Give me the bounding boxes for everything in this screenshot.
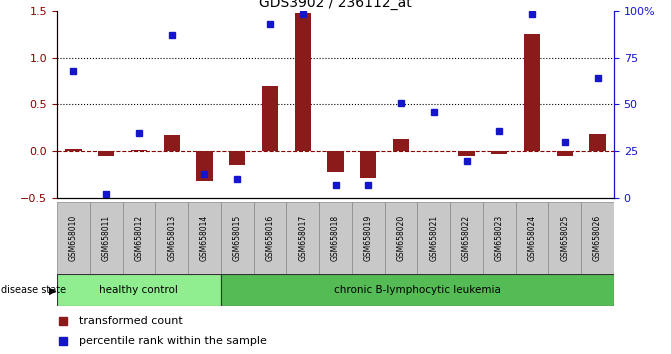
Text: chronic B-lymphocytic leukemia: chronic B-lymphocytic leukemia bbox=[334, 285, 501, 295]
Bar bbox=[123, 202, 155, 276]
Bar bbox=[155, 202, 188, 276]
Text: transformed count: transformed count bbox=[79, 316, 183, 326]
Text: GSM658025: GSM658025 bbox=[560, 214, 569, 261]
Text: GSM658015: GSM658015 bbox=[233, 214, 242, 261]
Text: GSM658024: GSM658024 bbox=[527, 214, 537, 261]
Bar bbox=[384, 202, 417, 276]
Text: GSM658014: GSM658014 bbox=[200, 214, 209, 261]
Bar bbox=[589, 135, 606, 152]
Bar bbox=[65, 149, 82, 152]
Bar bbox=[98, 152, 114, 156]
Bar bbox=[221, 202, 254, 276]
Bar bbox=[57, 274, 221, 306]
Bar bbox=[548, 202, 581, 276]
Bar bbox=[483, 202, 516, 276]
Bar bbox=[197, 152, 213, 181]
Bar bbox=[221, 274, 614, 306]
Text: GSM658016: GSM658016 bbox=[266, 214, 274, 261]
Text: GSM658022: GSM658022 bbox=[462, 215, 471, 261]
Text: percentile rank within the sample: percentile rank within the sample bbox=[79, 336, 267, 346]
Title: GDS3902 / 236112_at: GDS3902 / 236112_at bbox=[259, 0, 412, 10]
Bar bbox=[295, 13, 311, 152]
Text: GSM658013: GSM658013 bbox=[167, 214, 176, 261]
Text: GSM658026: GSM658026 bbox=[593, 214, 602, 261]
Text: GSM658019: GSM658019 bbox=[364, 214, 373, 261]
Text: GSM658017: GSM658017 bbox=[298, 214, 307, 261]
Bar bbox=[491, 152, 507, 154]
Text: healthy control: healthy control bbox=[99, 285, 178, 295]
Bar bbox=[262, 86, 278, 152]
Text: GSM658018: GSM658018 bbox=[331, 215, 340, 261]
Bar bbox=[188, 202, 221, 276]
Bar bbox=[254, 202, 287, 276]
Text: GSM658021: GSM658021 bbox=[429, 215, 438, 261]
Text: ▶: ▶ bbox=[49, 285, 56, 295]
Bar bbox=[90, 202, 123, 276]
Bar bbox=[393, 139, 409, 152]
Bar bbox=[327, 152, 344, 172]
Text: GSM658023: GSM658023 bbox=[495, 214, 504, 261]
Bar bbox=[417, 202, 450, 276]
Bar bbox=[229, 152, 246, 165]
Text: GSM658010: GSM658010 bbox=[69, 214, 78, 261]
Bar bbox=[164, 135, 180, 152]
Bar bbox=[516, 202, 548, 276]
Bar bbox=[450, 202, 483, 276]
Bar bbox=[581, 202, 614, 276]
Bar bbox=[360, 152, 376, 178]
Bar bbox=[131, 150, 147, 152]
Text: GSM658012: GSM658012 bbox=[134, 215, 144, 261]
Bar bbox=[57, 202, 90, 276]
Bar bbox=[458, 152, 475, 156]
Bar bbox=[557, 152, 573, 156]
Text: GSM658020: GSM658020 bbox=[397, 214, 405, 261]
Bar bbox=[524, 34, 540, 152]
Bar bbox=[319, 202, 352, 276]
Bar bbox=[287, 202, 319, 276]
Bar bbox=[352, 202, 384, 276]
Text: GSM658011: GSM658011 bbox=[102, 215, 111, 261]
Text: disease state: disease state bbox=[1, 285, 66, 295]
